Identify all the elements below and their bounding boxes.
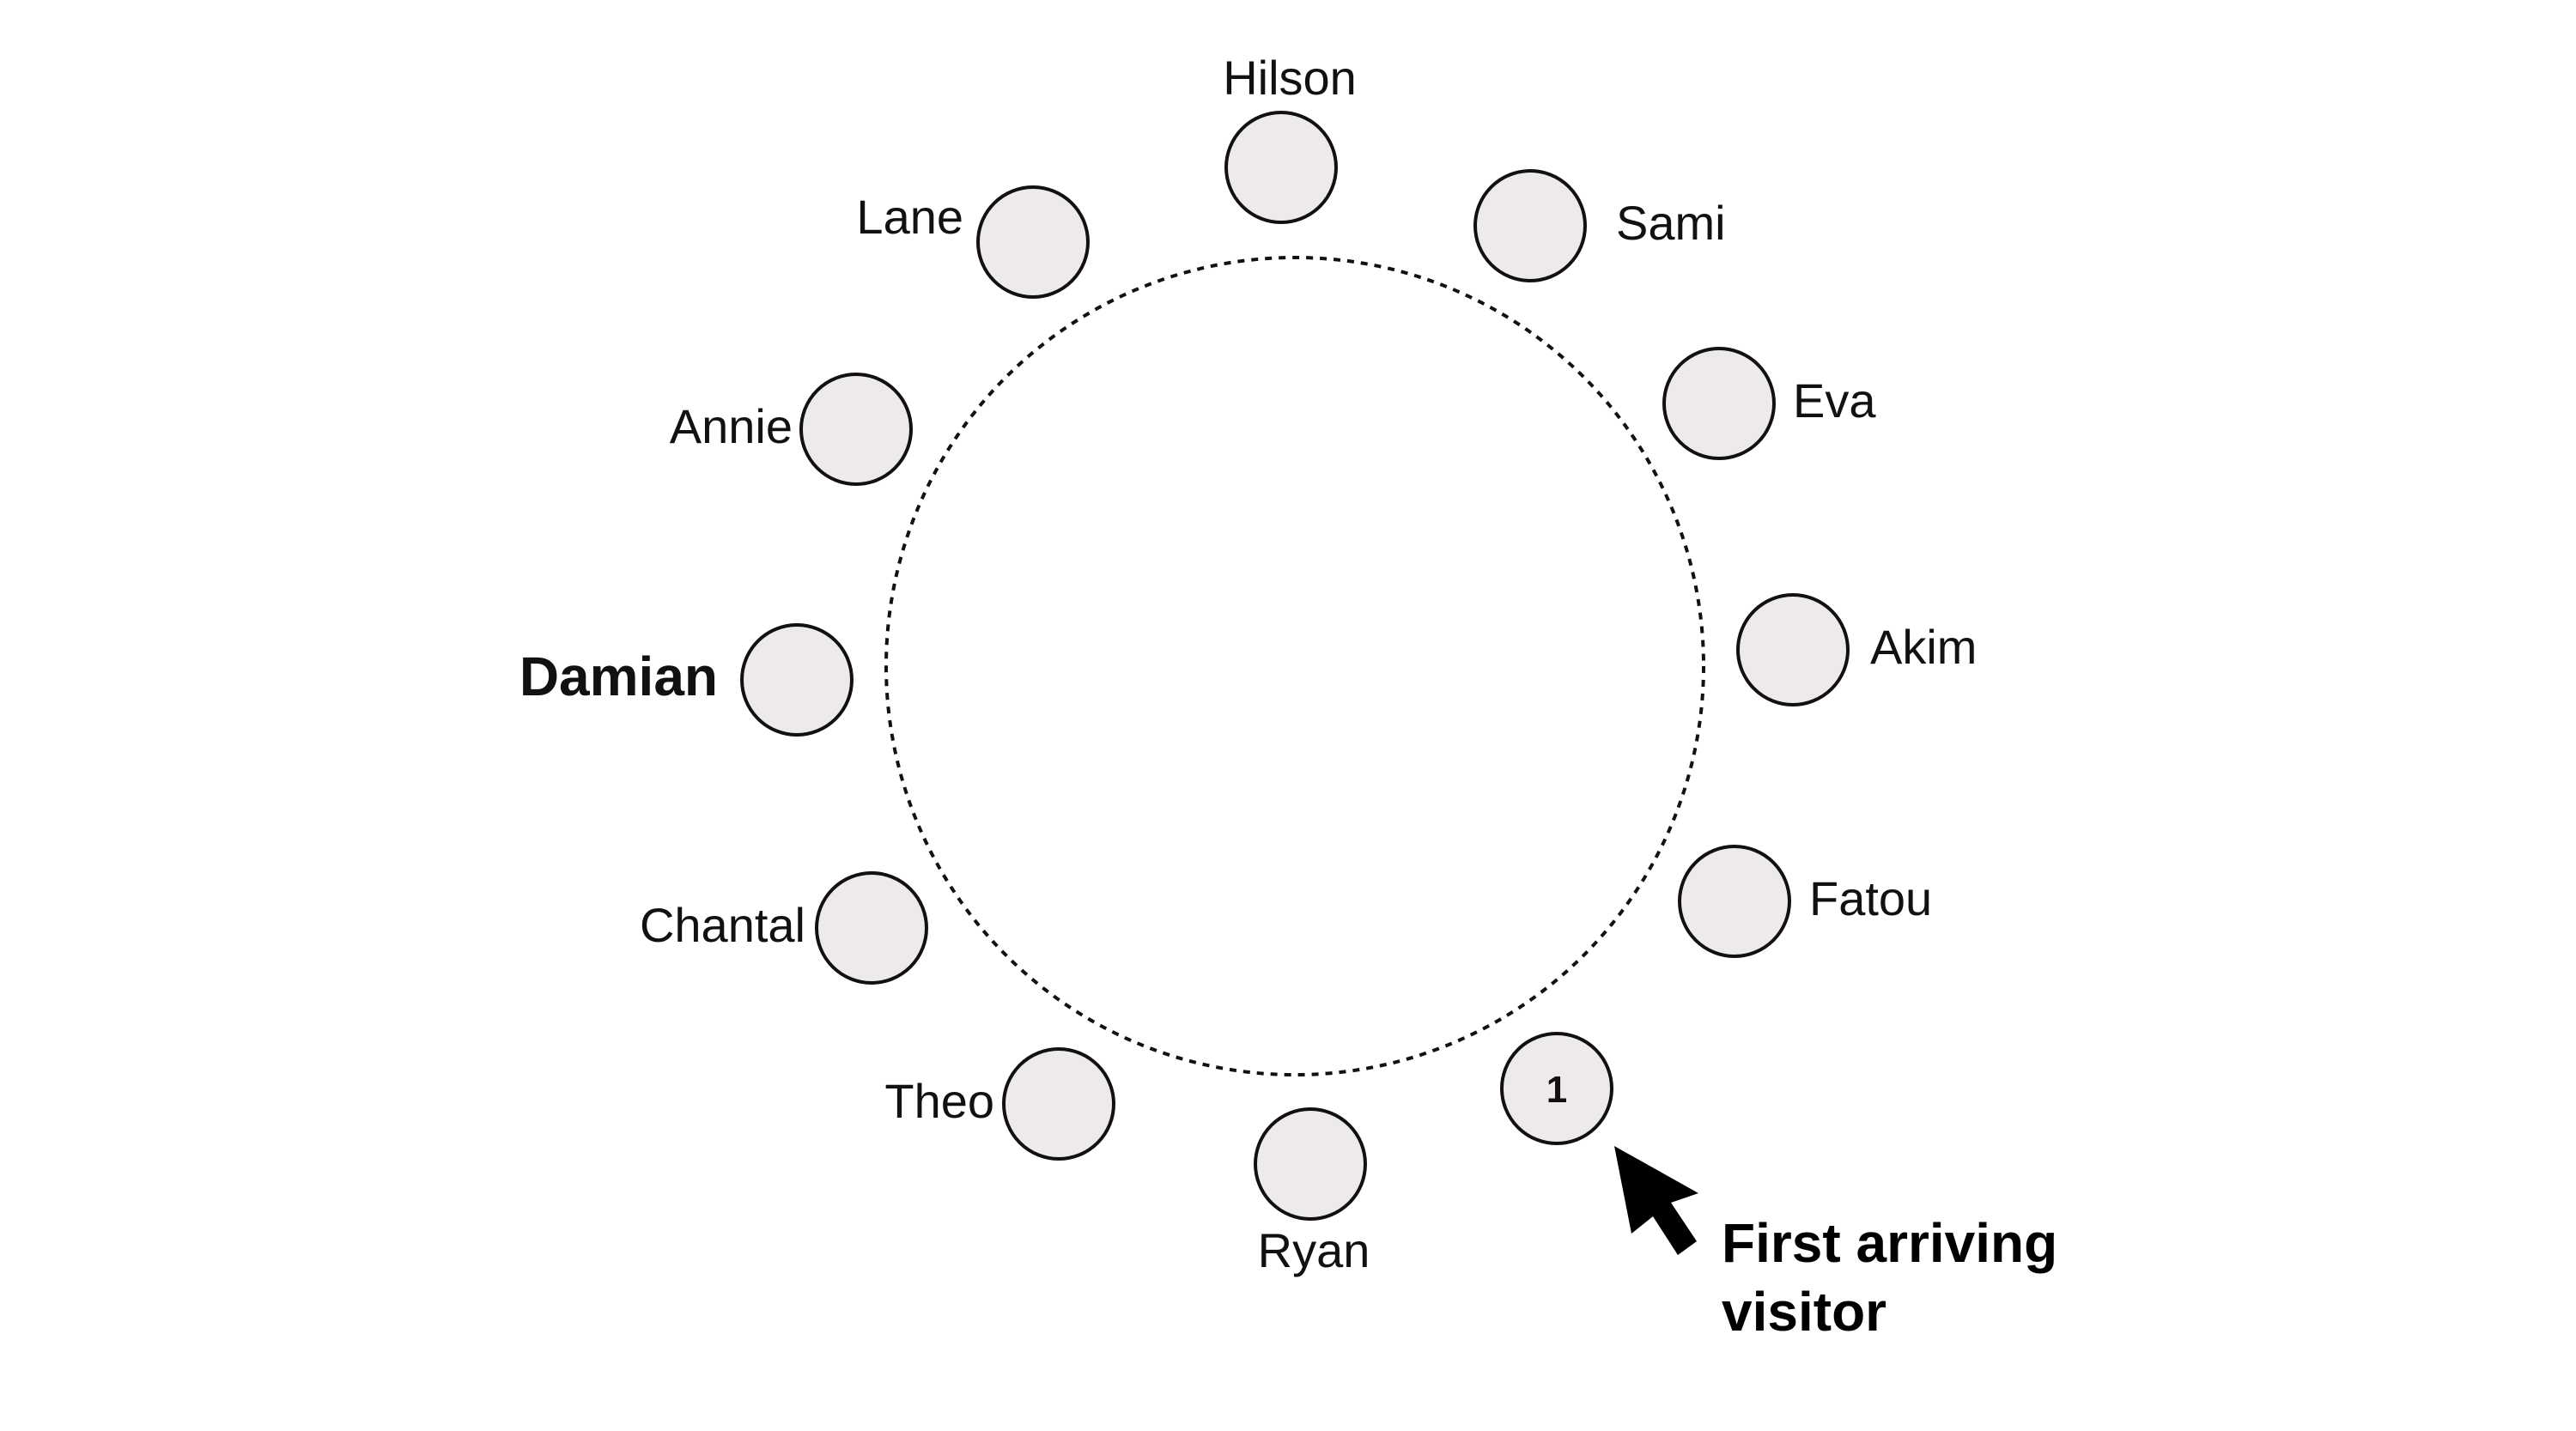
guest-label-damian: Damian: [519, 646, 718, 707]
guest-label-eva: Eva: [1793, 373, 1876, 427]
guest-label-sami: Sami: [1616, 196, 1726, 250]
table-outline: [884, 256, 1705, 1076]
seat-eva: [1662, 347, 1776, 460]
seat-fatou: [1678, 845, 1791, 958]
callout-line-1: First arriving: [1722, 1212, 2057, 1274]
seat-theo: [1002, 1047, 1115, 1161]
guest-label-chantal: Chantal: [640, 898, 805, 952]
seat-lane: [976, 185, 1090, 299]
seat-first-visitor: [1500, 1032, 1613, 1145]
seat-annie: [799, 373, 913, 486]
seat-hilson: [1224, 111, 1338, 224]
guest-label-lane: Lane: [856, 190, 963, 244]
seat-sami: [1473, 169, 1587, 282]
seat-damian: [740, 623, 854, 737]
guest-label-annie: Annie: [670, 399, 793, 453]
guest-label-theo: Theo: [884, 1074, 994, 1128]
seat-chantal: [815, 871, 928, 985]
callout-line-2: visitor: [1722, 1281, 1886, 1343]
seat-akim: [1736, 593, 1850, 706]
guest-label-hilson: Hilson: [1223, 51, 1357, 105]
seat-number-label: 1: [1546, 1069, 1567, 1111]
guest-label-akim: Akim: [1870, 620, 1977, 674]
guest-label-fatou: Fatou: [1809, 871, 1932, 925]
pointer-arrow-icon: [1614, 1146, 1698, 1255]
guest-label-ryan: Ryan: [1258, 1223, 1370, 1277]
seat-ryan: [1254, 1107, 1367, 1221]
